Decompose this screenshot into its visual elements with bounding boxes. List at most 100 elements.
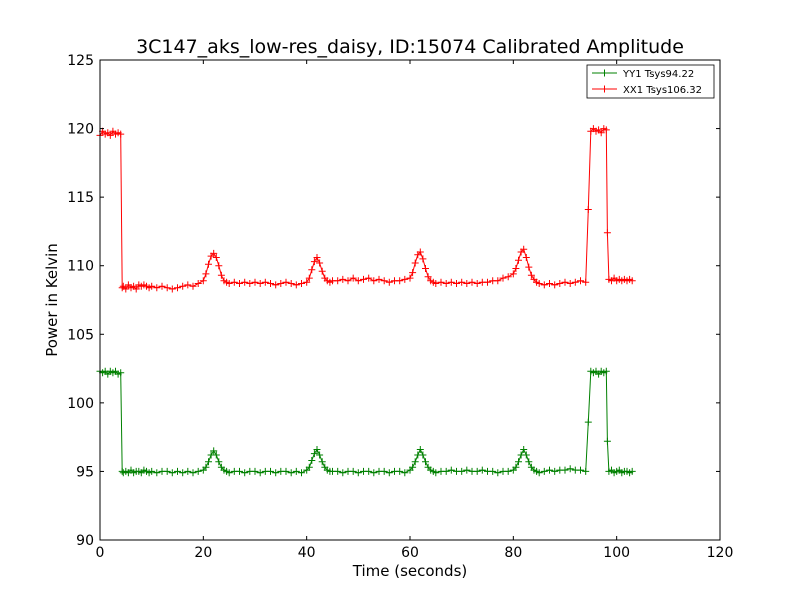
series-1 (96, 125, 636, 293)
data-point (602, 126, 610, 134)
data-point (287, 280, 295, 287)
data-point (236, 467, 243, 475)
data-point (561, 466, 569, 474)
data-point (199, 277, 207, 285)
data-point (316, 259, 324, 267)
data-point (556, 280, 564, 287)
data-point (419, 255, 427, 263)
data-point (334, 277, 342, 285)
data-point (184, 467, 192, 475)
y-tick-label: 120 (67, 122, 94, 138)
data-point (504, 467, 512, 475)
data-point (546, 280, 553, 287)
data-point (522, 451, 530, 459)
data-point (422, 265, 429, 272)
plot-frame (99, 59, 721, 541)
data-point (551, 467, 559, 475)
data-point (303, 278, 311, 286)
data-point (282, 467, 290, 475)
data-point (385, 278, 393, 286)
data-point (473, 467, 481, 475)
data-point (339, 275, 347, 283)
data-point (272, 281, 280, 289)
data-point (118, 284, 126, 292)
x-tick-label: 0 (96, 545, 105, 561)
y-tick-label: 95 (76, 464, 94, 480)
data-point (189, 469, 197, 477)
data-point (489, 467, 497, 475)
data-point (478, 466, 486, 474)
legend-label-yy1: YY1 Tsys94.22 (622, 69, 694, 80)
data-point (339, 469, 347, 477)
y-tick-label: 125 (67, 53, 94, 69)
data-point (584, 206, 592, 213)
data-point (318, 267, 326, 275)
data-point (473, 280, 481, 287)
data-point (256, 280, 264, 287)
data-point (396, 277, 404, 285)
legend-label-xx1: XX1 Tsys106.32 (623, 85, 702, 96)
data-point (409, 269, 417, 277)
data-point (174, 284, 181, 292)
y-tick-label: 100 (67, 396, 94, 412)
data-point (261, 278, 269, 286)
data-point (437, 278, 445, 286)
series-0 (96, 367, 636, 477)
x-axis-label: Time (seconds) (352, 562, 468, 580)
data-point (298, 469, 305, 477)
data-point (241, 278, 249, 286)
data-point (132, 285, 140, 293)
data-point (184, 281, 192, 289)
x-tick-label: 100 (603, 545, 630, 561)
data-point (509, 270, 517, 278)
y-tick-label: 110 (67, 259, 94, 275)
data-point (603, 437, 611, 445)
data-point (202, 463, 210, 471)
data-point (210, 249, 218, 257)
data-point (230, 278, 238, 286)
data-point (163, 284, 171, 292)
data-point (525, 263, 533, 271)
data-point (194, 467, 202, 475)
x-tick-label: 120 (707, 545, 734, 561)
data-point (168, 285, 176, 293)
data-point (535, 469, 543, 477)
legend-box (586, 64, 715, 99)
data-point (401, 275, 409, 283)
data-point (512, 265, 520, 272)
data-point (432, 280, 440, 287)
data-point (370, 277, 378, 285)
legend: YY1 Tsys94.22 XX1 Tsys106.32 (586, 64, 715, 99)
data-point (215, 262, 223, 270)
data-point (628, 467, 636, 475)
data-point (380, 277, 388, 285)
data-point (189, 282, 197, 290)
data-point (458, 467, 466, 475)
y-tick-label: 90 (76, 533, 94, 549)
data-point (551, 281, 559, 289)
data-point (158, 282, 166, 290)
data-point (571, 278, 579, 286)
data-point (365, 467, 373, 475)
data-point (419, 451, 427, 459)
data-point (447, 466, 455, 474)
data-point (463, 466, 471, 474)
data-point (225, 469, 233, 477)
data-point (522, 254, 530, 261)
data-point (148, 282, 156, 290)
data-point (212, 254, 220, 261)
data-point (484, 278, 491, 286)
x-tick-label: 80 (504, 545, 522, 561)
data-point (316, 451, 324, 459)
data-point (292, 467, 300, 475)
data-point (179, 469, 187, 477)
data-point (282, 278, 290, 286)
data-point (148, 467, 156, 475)
data-point (468, 278, 476, 286)
data-point (256, 469, 264, 477)
data-point (520, 446, 528, 453)
data-point (406, 274, 414, 282)
x-tick-label: 40 (298, 545, 316, 561)
data-point (515, 458, 522, 466)
